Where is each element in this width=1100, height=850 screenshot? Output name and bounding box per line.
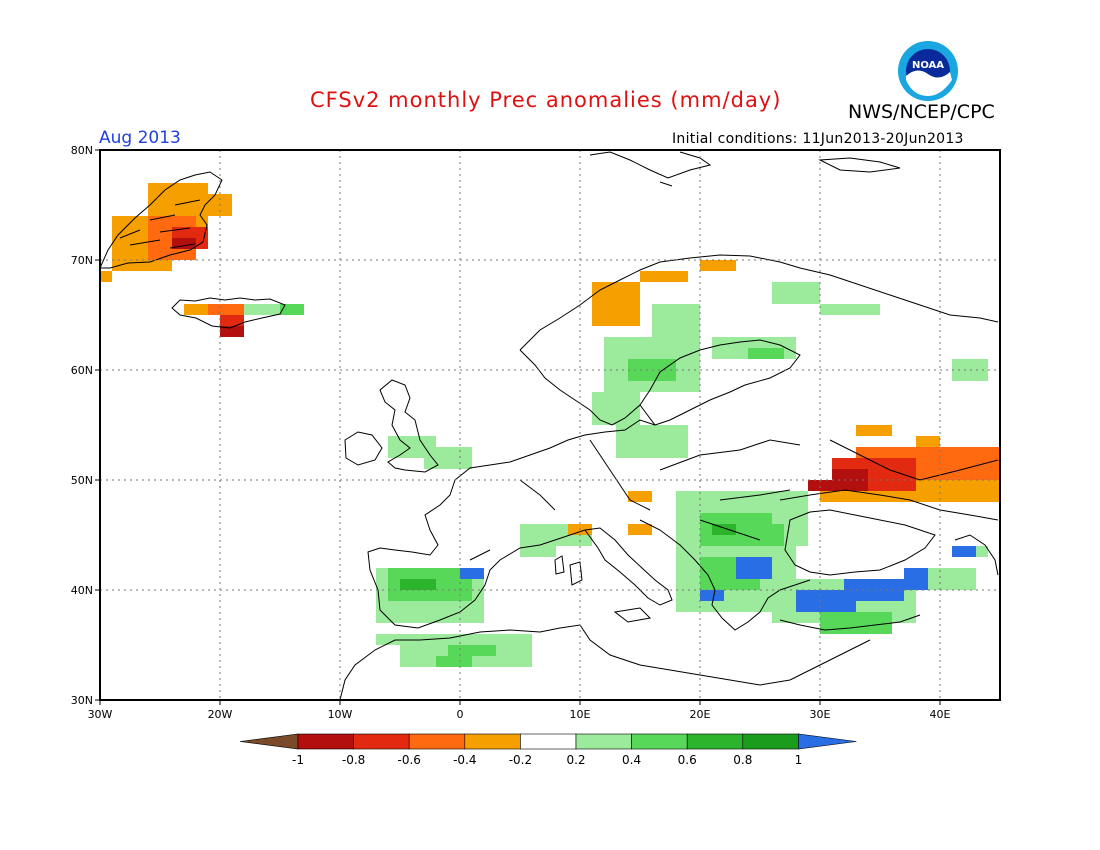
anomaly-cell — [700, 590, 724, 601]
anomaly-cell — [772, 282, 820, 304]
colorbar-swatch — [464, 733, 521, 750]
lon-label: 30E — [810, 708, 831, 721]
anomaly-cell — [100, 271, 112, 282]
colorbar-low-arrow — [239, 733, 299, 750]
colorbar-swatch — [297, 733, 354, 750]
colorbar-swatch — [408, 733, 466, 750]
anomaly-cell — [916, 436, 940, 447]
lon-label: 30W — [88, 708, 113, 721]
lat-label: 30N — [71, 694, 93, 707]
anomaly-cell — [388, 436, 436, 458]
anomaly-cell — [448, 645, 496, 656]
anomaly-cell — [628, 491, 652, 502]
colorbar-label: 0.8 — [733, 753, 752, 767]
anomaly-cell — [460, 568, 484, 579]
lon-label: 20W — [208, 708, 233, 721]
lat-label: 80N — [71, 144, 93, 157]
anomaly-cell — [280, 304, 304, 315]
colorbar-label: 0.6 — [678, 753, 697, 767]
anomaly-cells — [100, 183, 1000, 667]
graticule — [100, 150, 1000, 700]
colorbar-swatch — [353, 733, 410, 750]
anomaly-cell — [172, 238, 196, 249]
anomaly-cell — [712, 524, 736, 535]
axis-ticks: 30W 20W 10W 0 10E 20E 30E 40E 80N 70N 60N 50N 40N 30N — [71, 144, 951, 721]
anomaly-cell — [592, 282, 640, 326]
lat-label: 40N — [71, 584, 93, 597]
anomaly-cell — [184, 304, 208, 315]
colorbar-label: 0.4 — [622, 753, 641, 767]
anomaly-cell — [748, 348, 784, 359]
colorbar-swatch — [742, 733, 799, 750]
colorbar-swatch — [631, 733, 688, 750]
anomaly-cell — [736, 557, 772, 579]
colorbar-swatch — [520, 733, 577, 750]
anomaly-cell — [208, 304, 256, 315]
anomaly-cell — [928, 568, 976, 590]
anomaly-cell — [652, 304, 700, 348]
anomaly-cell — [220, 326, 244, 337]
colorbar: -1 -0.8 -0.6 -0.4 -0.2 0.2 0.4 0.6 0.8 1 — [239, 733, 857, 767]
anomaly-cell — [856, 425, 892, 436]
lon-label: 10W — [328, 708, 353, 721]
anomaly-cell — [616, 425, 688, 458]
colorbar-swatch — [575, 733, 632, 750]
lon-label: 0 — [457, 708, 464, 721]
agency-label: NWS/NCEP/CPC — [848, 101, 995, 123]
colorbar-label: 1 — [795, 753, 803, 767]
noaa-logo-icon: NOAA — [898, 41, 958, 101]
chart-title: CFSv2 monthly Prec anomalies (mm/day) — [310, 88, 782, 112]
anomaly-cell — [628, 524, 652, 535]
anomaly-cell — [640, 271, 688, 282]
anomaly-cell — [952, 546, 976, 557]
coastlines — [99, 151, 999, 701]
colorbar-swatch — [686, 733, 744, 750]
anomaly-cell — [808, 480, 832, 491]
lon-label: 20E — [690, 708, 711, 721]
anomaly-cell — [820, 304, 880, 315]
anomaly-cell — [796, 590, 856, 612]
colorbar-high-arrow — [798, 733, 857, 750]
colorbar-label: -1 — [292, 753, 304, 767]
anomaly-cell — [820, 612, 892, 634]
lon-label: 40E — [930, 708, 951, 721]
lat-label: 50N — [71, 474, 93, 487]
lat-label: 70N — [71, 254, 93, 267]
forecast-month: Aug 2013 — [99, 128, 181, 148]
colorbar-label: -0.4 — [453, 753, 476, 767]
anomaly-cell — [736, 524, 784, 546]
map-frame — [99, 149, 1001, 701]
anomaly-cell — [436, 656, 472, 667]
initial-conditions: Initial conditions: 11Jun2013-20Jun2013 — [672, 131, 964, 147]
anomaly-cell — [520, 524, 556, 557]
colorbar-label: -0.6 — [397, 753, 420, 767]
colorbar-label: 0.2 — [566, 753, 585, 767]
anomaly-cell — [592, 392, 640, 425]
anomaly-cell — [400, 579, 436, 590]
lon-label: 10E — [570, 708, 591, 721]
colorbar-label: -0.2 — [509, 753, 532, 767]
anomaly-cell — [244, 304, 292, 315]
anomaly-cell — [700, 260, 736, 271]
colorbar-label: -0.8 — [342, 753, 365, 767]
lat-label: 60N — [71, 364, 93, 377]
logo-text: NOAA — [912, 60, 944, 71]
